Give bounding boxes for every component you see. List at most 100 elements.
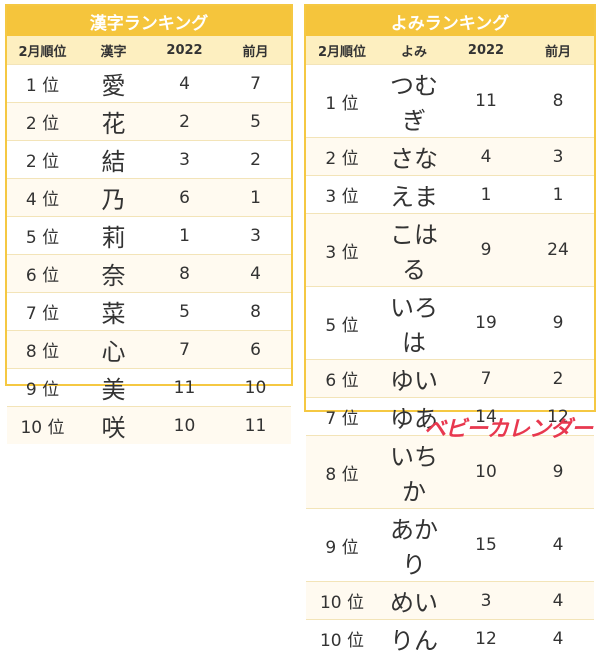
- cell: 5 位: [306, 287, 378, 360]
- cell: 6: [149, 179, 220, 217]
- cell: 8: [522, 65, 594, 138]
- cell: 咲: [78, 407, 149, 445]
- cell: 5: [149, 293, 220, 331]
- header-cell: 前月: [220, 36, 291, 65]
- cell: 3: [220, 217, 291, 255]
- cell: 4: [220, 255, 291, 293]
- cell: 7 位: [7, 293, 78, 331]
- cell: 24: [522, 214, 594, 287]
- cell: 1: [450, 176, 522, 214]
- header-cell: 2022: [149, 36, 220, 65]
- cell: 10: [450, 436, 522, 509]
- cell: 7: [450, 360, 522, 398]
- cell: いちか: [378, 436, 450, 509]
- cell: 10 位: [306, 582, 378, 620]
- cell: 9: [450, 214, 522, 287]
- cell: 6 位: [7, 255, 78, 293]
- header-cell: 前月: [522, 36, 594, 65]
- cell: 9: [522, 287, 594, 360]
- cell: 心: [78, 331, 149, 369]
- cell: 1 位: [7, 65, 78, 103]
- cell: 9: [522, 436, 594, 509]
- cell: 3 位: [306, 214, 378, 287]
- cell: 6: [220, 331, 291, 369]
- cell: 5 位: [7, 217, 78, 255]
- title-row: よみランキング: [306, 6, 594, 36]
- title-row: 漢字ランキング: [7, 6, 291, 36]
- cell: さな: [378, 138, 450, 176]
- header-cell: 2022: [450, 36, 522, 65]
- cell: 8: [220, 293, 291, 331]
- table-title: 漢字ランキング: [7, 6, 291, 36]
- cell: 10: [220, 369, 291, 407]
- cell: 7: [149, 331, 220, 369]
- header-cell: 漢字: [78, 36, 149, 65]
- cell: 3: [450, 582, 522, 620]
- cell: 2: [220, 141, 291, 179]
- table-title: よみランキング: [306, 6, 594, 36]
- cell: こはる: [378, 214, 450, 287]
- cell: 結: [78, 141, 149, 179]
- cell: 5: [220, 103, 291, 141]
- cell: 12: [450, 620, 522, 657]
- cell: りん: [378, 620, 450, 657]
- cell: 15: [450, 509, 522, 582]
- cell: 1: [522, 176, 594, 214]
- cell: 9 位: [306, 509, 378, 582]
- cell: 乃: [78, 179, 149, 217]
- cell: 6 位: [306, 360, 378, 398]
- cell: 19: [450, 287, 522, 360]
- header-cell: よみ: [378, 36, 450, 65]
- cell: 莉: [78, 217, 149, 255]
- logo: ベビーカレンダー: [424, 411, 592, 443]
- cell: 3 位: [306, 176, 378, 214]
- cell: めい: [378, 582, 450, 620]
- cell: 2 位: [306, 138, 378, 176]
- cell: 9 位: [7, 369, 78, 407]
- cell: いろは: [378, 287, 450, 360]
- cell: 4 位: [7, 179, 78, 217]
- cell: 11: [149, 369, 220, 407]
- header-cell: 2月順位: [306, 36, 378, 65]
- cell: 1 位: [306, 65, 378, 138]
- cell: 7 位: [306, 398, 378, 436]
- cell: 菜: [78, 293, 149, 331]
- cell: ゆい: [378, 360, 450, 398]
- cell: 8 位: [7, 331, 78, 369]
- cell: 1: [220, 179, 291, 217]
- cell: 1: [149, 217, 220, 255]
- cell: 10 位: [7, 407, 78, 445]
- cell: 4: [149, 65, 220, 103]
- cell: 2: [149, 103, 220, 141]
- cell: 8: [149, 255, 220, 293]
- cell: 4: [522, 620, 594, 657]
- cell: あかり: [378, 509, 450, 582]
- header-cell: 2月順位: [7, 36, 78, 65]
- cell: 美: [78, 369, 149, 407]
- cell: 7: [220, 65, 291, 103]
- cell: 奈: [78, 255, 149, 293]
- cell: 10: [149, 407, 220, 445]
- cell: 3: [522, 138, 594, 176]
